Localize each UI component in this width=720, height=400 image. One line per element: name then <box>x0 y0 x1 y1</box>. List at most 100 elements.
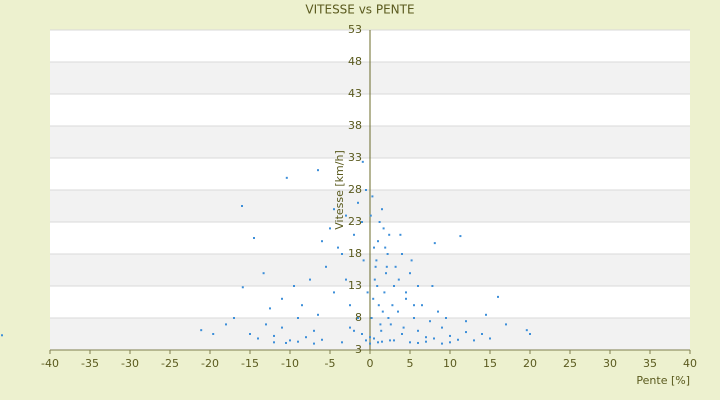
x-tick-label: -40 <box>41 357 59 370</box>
point <box>309 278 311 281</box>
point <box>293 285 295 287</box>
y-tick-label: 18 <box>348 247 362 260</box>
point <box>399 233 402 236</box>
point <box>369 342 371 345</box>
point <box>369 336 371 339</box>
point <box>421 304 423 307</box>
point <box>385 265 388 268</box>
point <box>465 320 467 323</box>
point <box>383 291 386 294</box>
point <box>1 334 3 337</box>
point <box>413 317 415 319</box>
point <box>375 259 378 262</box>
point <box>481 333 483 335</box>
point <box>253 237 255 239</box>
point <box>337 246 339 249</box>
point <box>389 339 391 342</box>
x-tick-label: -10 <box>281 357 299 370</box>
point <box>361 333 363 335</box>
point <box>317 313 319 316</box>
x-tick-label: 5 <box>407 357 414 370</box>
point <box>433 242 436 245</box>
point <box>372 297 375 300</box>
point <box>373 246 375 249</box>
point <box>285 176 288 179</box>
point <box>373 337 375 340</box>
point <box>437 310 439 313</box>
x-axis-label: Pente [%] <box>636 374 690 387</box>
x-tick-label: 35 <box>643 357 657 370</box>
point <box>313 342 315 345</box>
point <box>459 235 462 238</box>
x-tick-label: -25 <box>161 357 179 370</box>
point <box>391 304 394 307</box>
point <box>449 334 451 337</box>
point <box>387 317 390 319</box>
point <box>394 265 397 268</box>
point <box>329 227 331 230</box>
grid <box>49 29 691 354</box>
point <box>265 323 267 326</box>
point <box>525 329 528 332</box>
point <box>377 341 379 344</box>
point <box>441 342 443 345</box>
point <box>417 341 419 344</box>
point <box>431 285 434 287</box>
point <box>212 333 215 335</box>
point <box>305 336 307 339</box>
y-tick-label: 3 <box>355 343 362 356</box>
point <box>497 295 499 298</box>
point <box>529 333 531 335</box>
x-tick-label: 20 <box>523 357 537 370</box>
point <box>377 304 380 307</box>
point <box>413 304 415 307</box>
point <box>353 329 355 332</box>
point <box>380 329 383 332</box>
point <box>365 339 367 342</box>
point <box>269 307 271 310</box>
point <box>393 339 395 342</box>
point <box>262 272 265 275</box>
point <box>425 336 427 339</box>
point <box>445 317 447 319</box>
x-tick-label: -30 <box>121 357 139 370</box>
point <box>473 339 475 342</box>
point <box>341 253 343 255</box>
point <box>379 323 382 326</box>
point <box>349 326 351 329</box>
y-tick-label: 53 <box>348 23 362 36</box>
y-axis-label: Vitesse [km/h] <box>333 150 346 230</box>
point <box>381 340 383 343</box>
point <box>313 329 315 332</box>
point <box>321 338 323 341</box>
point <box>370 317 373 319</box>
x-tick-label: 30 <box>603 357 617 370</box>
point <box>333 208 335 211</box>
point <box>361 160 364 163</box>
point <box>417 329 419 332</box>
point <box>374 265 377 268</box>
point <box>485 313 487 316</box>
point <box>333 291 335 294</box>
point <box>410 259 413 262</box>
x-tick-label: -20 <box>201 357 219 370</box>
point <box>381 208 383 211</box>
point <box>369 214 372 217</box>
point <box>405 297 407 300</box>
point <box>382 227 385 230</box>
point <box>505 323 507 326</box>
point <box>341 341 343 344</box>
point <box>397 278 400 281</box>
point <box>393 285 395 287</box>
point <box>401 333 403 335</box>
y-tick-label: 38 <box>348 119 362 132</box>
point <box>349 304 351 307</box>
point <box>417 285 419 287</box>
point <box>345 278 347 281</box>
point <box>233 317 235 319</box>
point <box>362 259 365 262</box>
point <box>345 214 347 217</box>
point <box>377 240 379 243</box>
